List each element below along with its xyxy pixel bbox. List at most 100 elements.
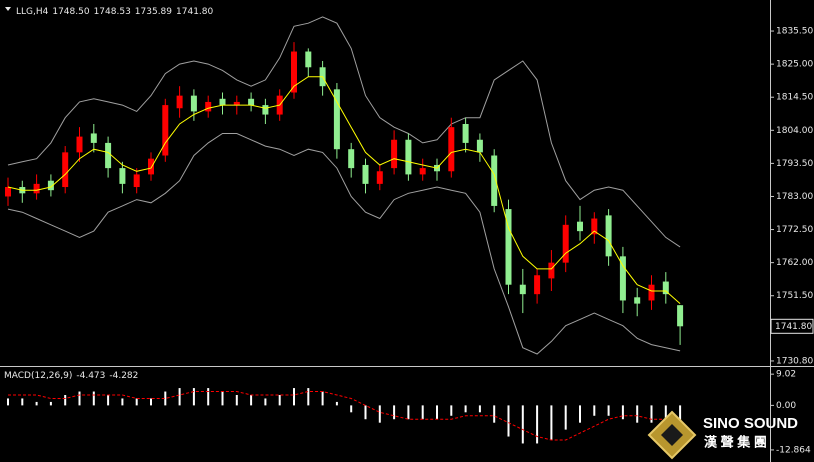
band-upper [7, 16, 681, 248]
candle-body [33, 183, 40, 194]
candle-body [148, 158, 154, 175]
current-price-label: 1741.80 [775, 322, 812, 332]
histogram-bar [150, 398, 152, 406]
histogram-bar [207, 388, 210, 406]
macd-header: MACD(12,26,9) -4.473 -4.282 [4, 371, 138, 381]
watermark-subtext: 漢 聲 集 團 [704, 434, 767, 449]
candle-body [62, 152, 69, 188]
histogram-bar [378, 405, 381, 423]
candle-body [591, 218, 598, 235]
histogram-bar [293, 388, 295, 406]
candle-body [333, 89, 340, 150]
logo-inner [661, 424, 683, 446]
histogram-bar [621, 405, 624, 420]
candle-body [90, 133, 97, 143]
candle-body [219, 98, 226, 106]
histogram-bar [421, 405, 424, 420]
histogram-bar [564, 405, 567, 430]
histogram-bar [21, 398, 24, 406]
moving-average [7, 76, 681, 304]
candle-body [262, 105, 269, 115]
histogram-bar [250, 395, 253, 406]
candle-body [619, 256, 626, 301]
signal-line [8, 391, 681, 441]
candle-body [248, 98, 255, 106]
histogram-bar [64, 395, 67, 406]
candle-body [348, 149, 355, 169]
histogram-bar [364, 405, 367, 420]
histogram-bar [92, 391, 95, 406]
histogram-bar [536, 405, 539, 444]
histogram-bar [307, 388, 310, 406]
histogram-bar [235, 395, 238, 406]
histogram-bar [579, 405, 581, 423]
histogram-bar [192, 388, 195, 406]
candle-body [176, 95, 183, 109]
y-tick-label: 1772.50 [776, 225, 813, 235]
candle-body [205, 101, 212, 112]
histogram-bar [164, 391, 167, 406]
histogram-bar [35, 401, 38, 406]
histogram-bar [650, 405, 653, 423]
candle-body [305, 51, 312, 68]
candle-body [190, 95, 197, 112]
histogram-bar [664, 405, 667, 420]
histogram-bar [278, 395, 281, 406]
macd-title: MACD(12,26,9) [4, 371, 72, 381]
histogram-bar [679, 405, 682, 421]
candle-body [448, 127, 455, 172]
histogram-bar [135, 398, 138, 406]
histogram-bar [350, 405, 353, 413]
histogram-bar [436, 405, 438, 420]
histogram-bar [7, 398, 9, 406]
histogram-bar [393, 405, 396, 420]
candle-body [362, 164, 369, 184]
histogram-bar [264, 398, 267, 406]
candle-body [476, 139, 483, 153]
chart-header: LLG,H4 1748.50 1748.53 1735.89 1741.80 [16, 7, 214, 17]
y-tick-label: 1783.00 [776, 192, 813, 202]
candle-body [76, 136, 83, 153]
histogram-bar [464, 405, 467, 413]
histogram-bar [121, 398, 124, 406]
candle-body [133, 174, 140, 188]
y-tick-label: 1730.80 [776, 356, 813, 366]
candle-body [662, 281, 669, 295]
y-tick-label: 9.02 [776, 370, 796, 380]
histogram-bar [49, 401, 52, 406]
histogram-bar [178, 388, 181, 406]
histogram-bar [407, 405, 410, 420]
high-value: 1748.53 [94, 7, 131, 17]
histogram-bar [107, 395, 110, 406]
y-tick-label: -12.864 [776, 445, 811, 455]
candle-body [376, 171, 383, 184]
candle-body [677, 305, 684, 327]
watermark: SINO SOUND 漢 聲 集 團 [647, 410, 798, 460]
band-lower [7, 133, 681, 355]
candle-body [233, 101, 240, 106]
histogram-bar [493, 405, 496, 423]
candle-body [534, 275, 541, 295]
candle-body [119, 168, 126, 184]
close-value: 1741.80 [176, 7, 213, 17]
candle-body [291, 51, 297, 93]
watermark-text: SINO SOUND [703, 415, 798, 432]
candle-body [648, 284, 655, 301]
histogram-bar [321, 391, 324, 406]
macd-value: -4.473 [76, 371, 105, 381]
candle-body [562, 224, 569, 263]
candle-body [462, 124, 469, 143]
histogram-bar [335, 401, 338, 406]
candle-body [519, 284, 526, 295]
histogram-bar [221, 391, 224, 406]
candle-body [391, 139, 398, 169]
signal-value: -4.282 [109, 371, 138, 381]
candle-body [5, 187, 11, 197]
histogram-bar [478, 405, 481, 413]
candle-body [162, 105, 169, 156]
candle-body [505, 209, 512, 285]
y-tick-label: 1825.00 [776, 60, 813, 70]
y-tick-label: 1814.50 [776, 93, 813, 103]
candle-body [548, 262, 555, 279]
